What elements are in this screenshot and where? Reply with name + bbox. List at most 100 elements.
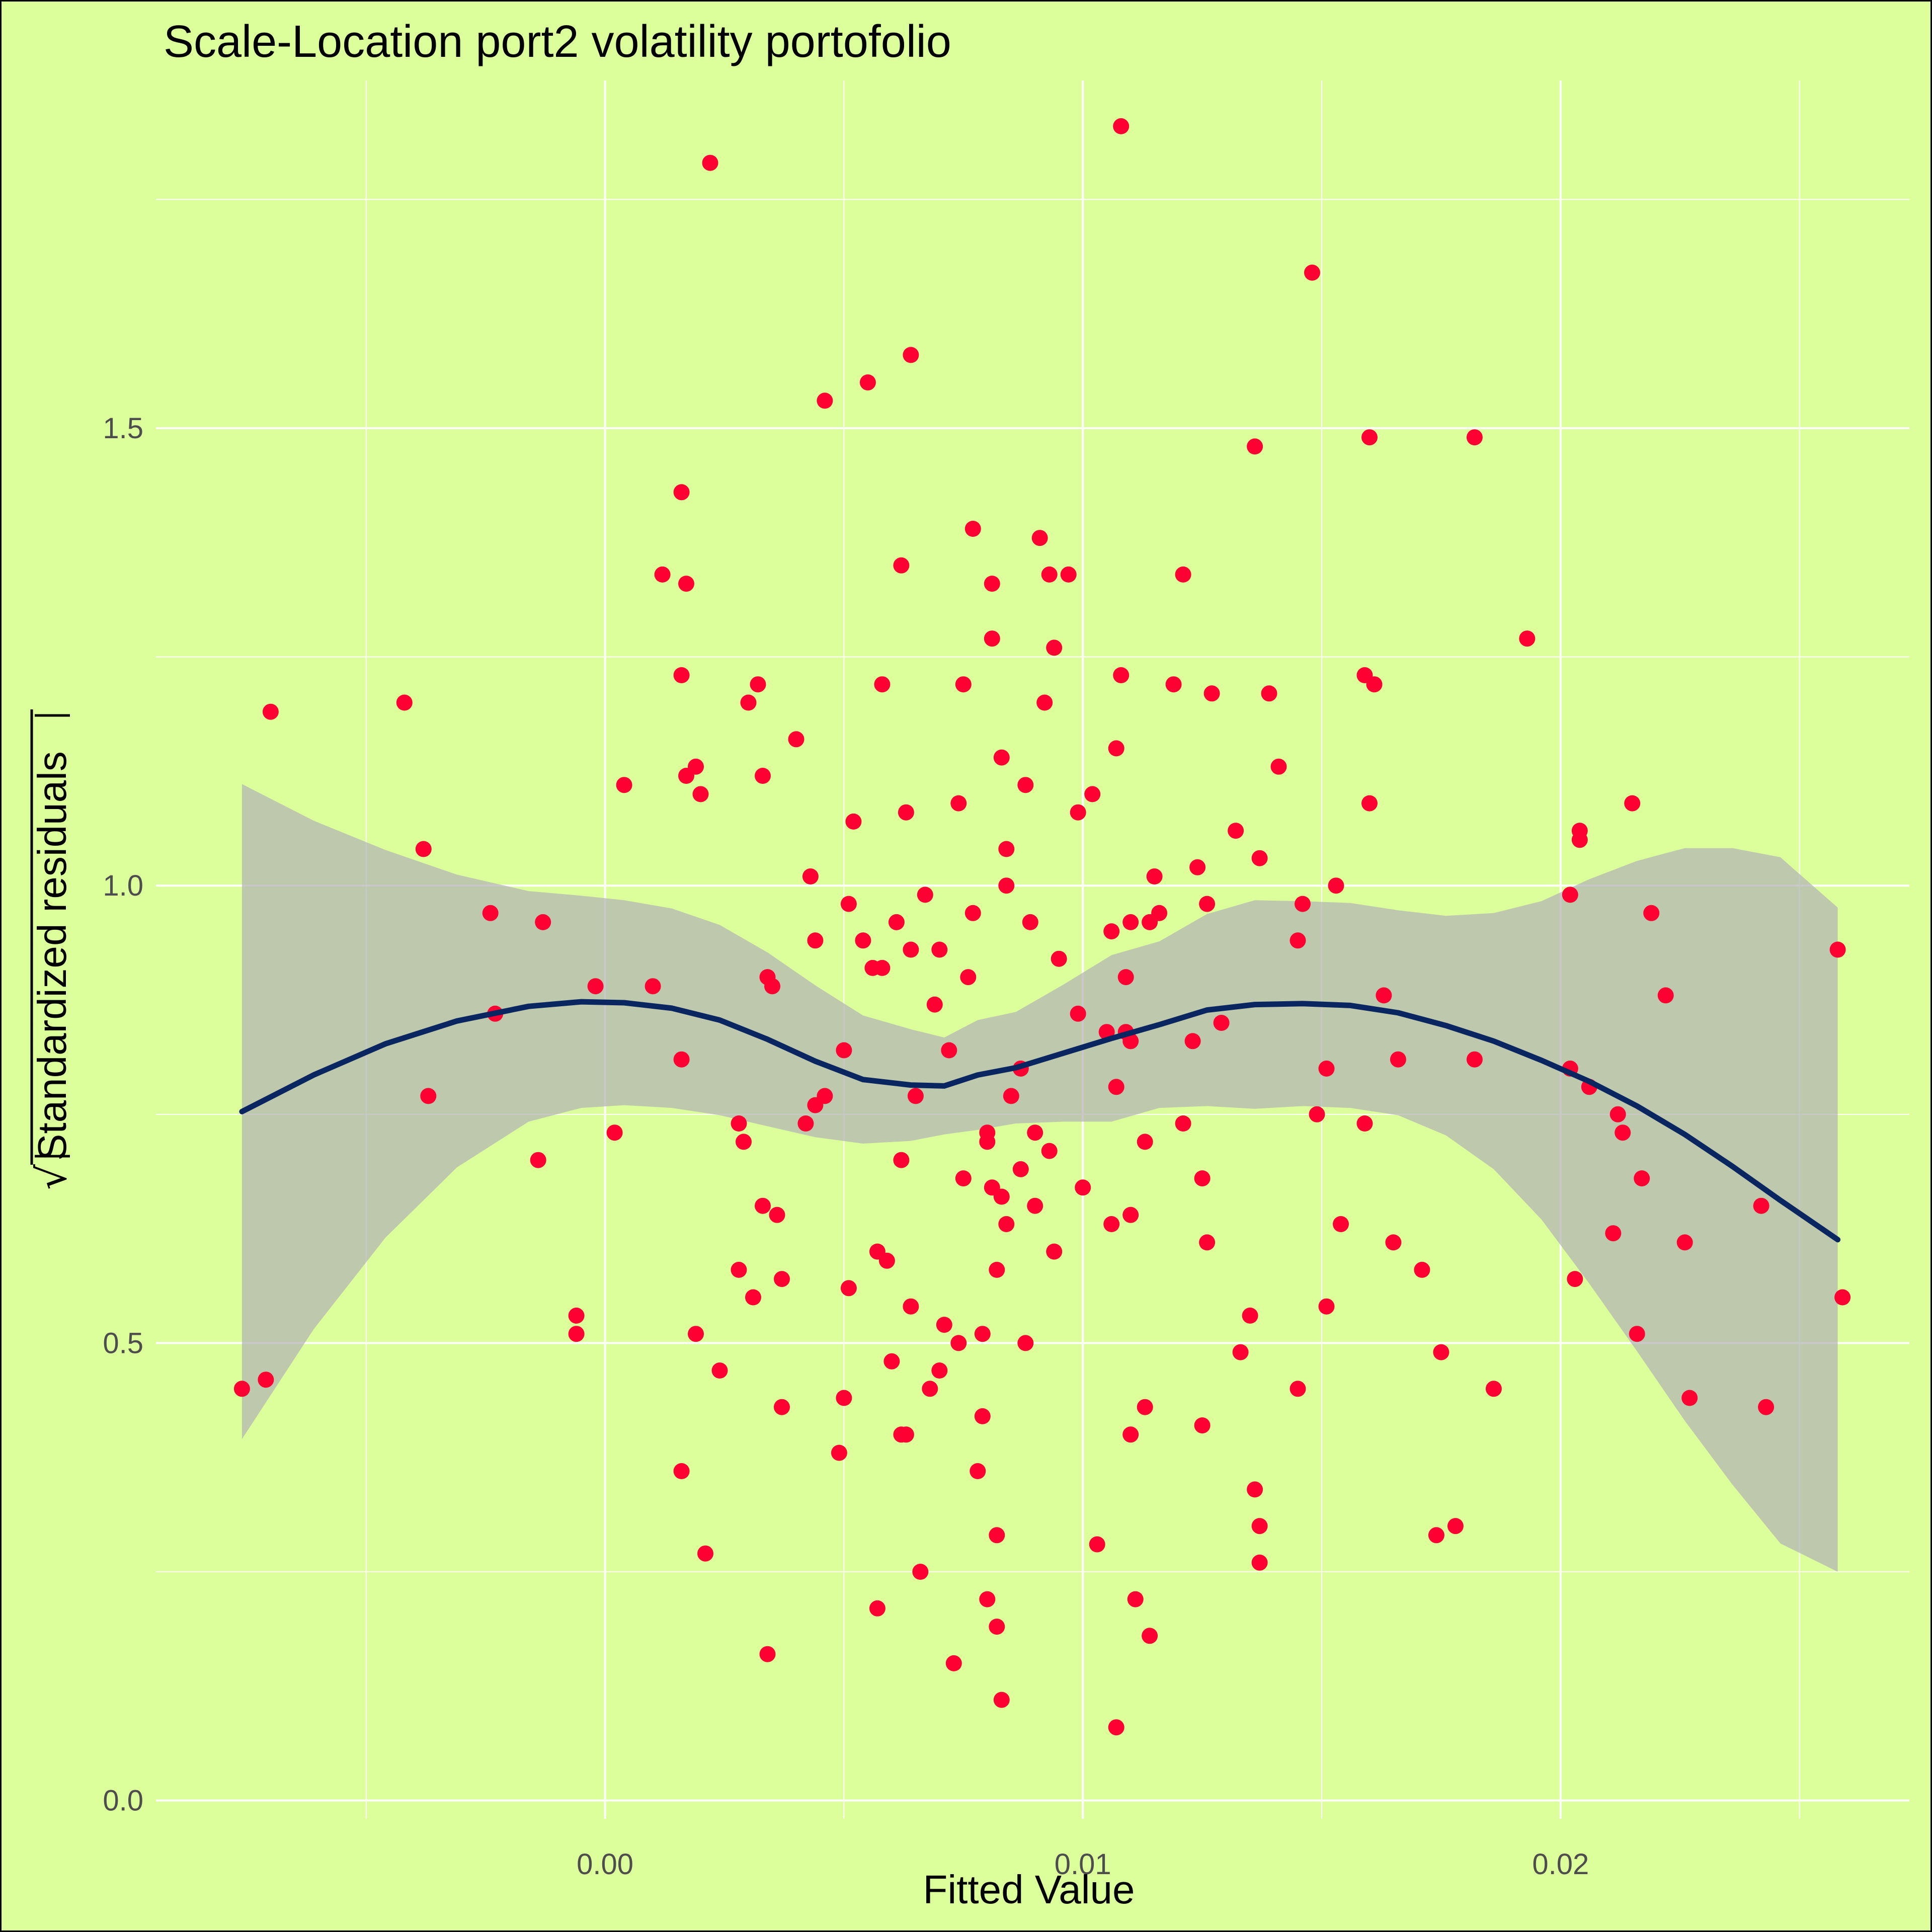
data-point	[831, 1444, 847, 1461]
confidence-band-layer	[242, 784, 1838, 1572]
data-point	[1447, 1518, 1464, 1535]
data-point	[1519, 630, 1536, 647]
data-point	[859, 374, 876, 391]
data-point	[1137, 1134, 1153, 1150]
data-point	[1084, 786, 1101, 802]
data-point	[769, 1206, 785, 1223]
data-point	[817, 392, 833, 409]
data-point	[1356, 1115, 1373, 1132]
data-point	[955, 676, 972, 693]
data-point	[697, 1545, 713, 1562]
data-point	[989, 1261, 1005, 1278]
data-point	[1122, 1426, 1139, 1443]
data-point	[1113, 667, 1130, 683]
data-point	[673, 667, 690, 683]
data-point	[926, 996, 943, 1013]
data-point	[1108, 740, 1124, 757]
data-point	[1146, 868, 1163, 884]
data-point	[1414, 1261, 1430, 1278]
data-point	[1390, 1051, 1406, 1068]
data-point	[1290, 932, 1306, 949]
data-point	[764, 978, 780, 995]
data-point	[840, 1280, 857, 1297]
data-point	[964, 905, 981, 921]
data-point	[989, 1619, 1005, 1635]
data-point	[1251, 1518, 1268, 1535]
data-point	[745, 1289, 761, 1306]
data-point	[1228, 823, 1244, 839]
data-point	[1175, 566, 1191, 583]
data-point	[1562, 887, 1578, 903]
data-point	[1361, 795, 1378, 812]
data-point	[1184, 1033, 1201, 1050]
data-point	[587, 978, 604, 995]
data-point	[874, 676, 891, 693]
confidence-band	[242, 784, 1838, 1572]
data-point	[912, 1564, 929, 1580]
data-point	[233, 1381, 250, 1397]
data-point	[1108, 1079, 1124, 1095]
data-point	[645, 978, 661, 995]
data-point	[836, 1042, 852, 1059]
data-point	[998, 841, 1015, 857]
data-point	[1194, 1170, 1211, 1187]
data-point	[1051, 950, 1067, 967]
data-point	[993, 1692, 1010, 1708]
data-point	[1122, 914, 1139, 930]
y-tick-label: 1.5	[103, 412, 143, 445]
data-point	[1676, 1234, 1693, 1251]
data-point	[673, 1051, 690, 1068]
data-point	[984, 630, 1000, 647]
data-point	[974, 1408, 991, 1424]
data-point	[1108, 1719, 1124, 1736]
data-point	[1012, 1161, 1029, 1177]
data-point	[974, 1326, 991, 1342]
data-point	[1117, 969, 1134, 986]
data-point	[1485, 1381, 1502, 1397]
data-point	[1203, 685, 1220, 702]
data-point	[1003, 1088, 1019, 1104]
data-point	[878, 1252, 895, 1269]
data-point	[774, 1399, 790, 1415]
data-point	[1199, 896, 1216, 912]
data-point	[1142, 1628, 1158, 1644]
data-point	[1122, 1206, 1139, 1223]
y-tick-label: 0.5	[103, 1327, 143, 1359]
data-point	[396, 694, 413, 711]
data-point	[1433, 1344, 1450, 1360]
data-point	[1041, 1143, 1058, 1159]
data-point	[654, 566, 671, 583]
data-point	[258, 1372, 274, 1388]
data-point	[1070, 804, 1086, 821]
data-point	[1629, 1326, 1645, 1342]
data-point	[731, 1261, 747, 1278]
data-point	[950, 1335, 967, 1351]
data-point	[941, 1042, 957, 1059]
data-point	[420, 1088, 437, 1104]
data-point	[907, 1088, 924, 1104]
data-point	[960, 969, 977, 986]
data-point	[917, 887, 933, 903]
data-point	[931, 1362, 948, 1379]
data-point	[1165, 676, 1182, 693]
data-point	[1328, 877, 1344, 894]
data-point	[979, 1124, 996, 1141]
data-point	[1046, 1243, 1063, 1260]
data-point	[869, 1600, 886, 1617]
data-point	[1318, 1298, 1335, 1315]
data-point	[755, 1197, 771, 1214]
data-point	[993, 1188, 1010, 1205]
data-point	[616, 777, 632, 793]
data-point	[736, 1134, 752, 1150]
data-point	[903, 1298, 919, 1315]
smooth-line-layer	[239, 999, 1841, 1243]
data-point	[836, 1390, 852, 1406]
data-point	[1017, 1335, 1034, 1351]
data-point	[740, 694, 757, 711]
data-point	[845, 813, 862, 830]
y-tick-labels: 0.0 0.5 1.0 1.5	[103, 412, 143, 1817]
data-point	[731, 1115, 747, 1132]
data-point	[788, 731, 804, 748]
data-point	[840, 896, 857, 912]
